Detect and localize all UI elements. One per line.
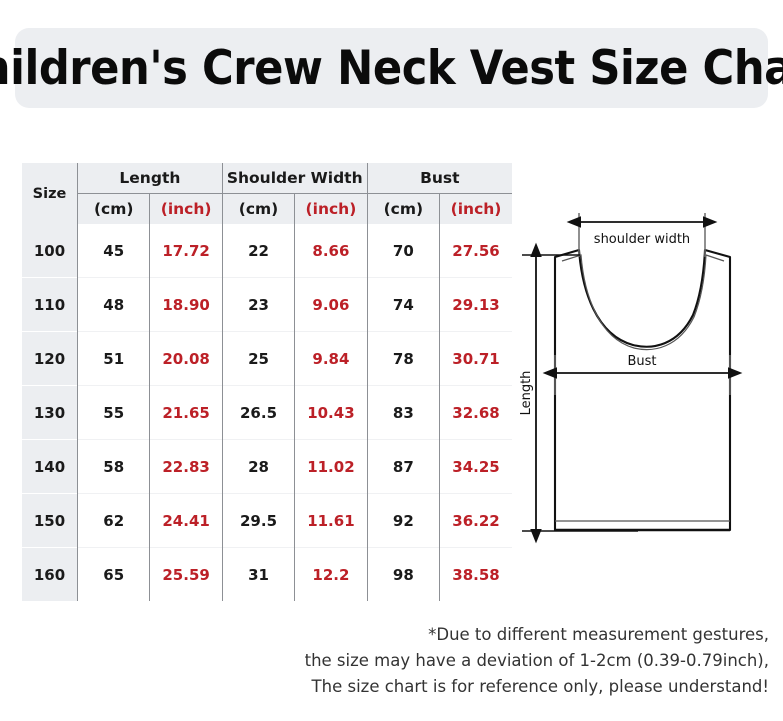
cell-size: 140 [22,439,78,494]
cell-bust-inch: 32.68 [439,385,512,440]
vest-measurement-diagram: shoulder width Bust Length [518,195,783,545]
cell-bust-inch: 34.25 [439,439,512,494]
cell-bust-cm: 98 [366,547,440,601]
table-row: 110 48 18.90 23 9.06 74 29.13 [22,277,512,332]
cell-length-cm: 48 [76,277,150,332]
table-row: 140 58 22.83 28 11.02 87 34.25 [22,439,512,494]
footnote-line-1: *Due to different measurement gestures, [428,625,769,644]
length-dimension: Length [519,242,638,544]
cell-bust-inch: 30.71 [439,331,512,386]
cell-length-inch: 20.08 [149,331,223,386]
cell-shoulder-cm: 26.5 [221,385,295,440]
cell-shoulder-inch: 9.06 [294,277,368,332]
cell-shoulder-cm: 31 [221,547,295,601]
unit-header-bust-inch: (inch) [439,193,512,224]
cell-bust-cm: 87 [366,439,440,494]
cell-shoulder-cm: 23 [221,277,295,332]
cell-bust-cm: 70 [366,224,440,278]
cell-shoulder-inch: 10.43 [294,385,368,440]
footnote-line-2: the size may have a deviation of 1-2cm (… [304,651,769,670]
cell-shoulder-inch: 11.02 [294,439,368,494]
cell-length-inch: 25.59 [149,547,223,601]
cell-bust-inch: 29.13 [439,277,512,332]
table-body: 100 45 17.72 22 8.66 70 27.56 110 48 18.… [22,224,512,601]
cell-bust-inch: 36.22 [439,493,512,548]
cell-bust-cm: 78 [366,331,440,386]
cell-shoulder-inch: 9.84 [294,331,368,386]
vest-outline-icon [553,248,732,532]
page-title: Children's Crew Neck Vest Size Chart [0,40,783,96]
header-row-units: (cm) (inch) (cm) (inch) (cm) (inch) [22,193,512,224]
unit-header-bust-cm: (cm) [366,193,440,224]
cell-shoulder-inch: 8.66 [294,224,368,278]
title-banner: Children's Crew Neck Vest Size Chart [0,28,783,108]
table-row: 100 45 17.72 22 8.66 70 27.56 [22,224,512,278]
table-header: Size Length Shoulder Width Bust (cm) (in… [22,163,512,224]
table-row: 160 65 25.59 31 12.2 98 38.58 [22,547,512,601]
cell-bust-inch: 27.56 [439,224,512,278]
cell-size: 100 [22,224,78,278]
cell-size: 110 [22,277,78,332]
column-header-size: Size [22,163,78,224]
cell-shoulder-cm: 25 [221,331,295,386]
cell-size: 130 [22,385,78,440]
column-header-shoulder-width: Shoulder Width [221,163,368,194]
cell-size: 160 [22,547,78,601]
shoulder-width-label: shoulder width [594,232,690,247]
footnote-line-3: The size chart is for reference only, pl… [311,677,769,696]
column-header-bust: Bust [366,163,512,194]
footnote-disclaimer: *Due to different measurement gestures, … [209,622,769,700]
unit-header-shoulder-inch: (inch) [294,193,368,224]
cell-shoulder-inch: 12.2 [294,547,368,601]
cell-bust-inch: 38.58 [439,547,512,601]
unit-header-length-cm: (cm) [76,193,150,224]
cell-size: 150 [22,493,78,548]
header-row-groups: Size Length Shoulder Width Bust [22,163,512,224]
cell-length-cm: 65 [76,547,150,601]
table-row: 150 62 24.41 29.5 11.61 92 36.22 [22,493,512,548]
cell-shoulder-cm: 29.5 [221,493,295,548]
cell-length-inch: 22.83 [149,439,223,494]
cell-bust-cm: 92 [366,493,440,548]
cell-bust-cm: 74 [366,277,440,332]
table-row: 130 55 21.65 26.5 10.43 83 32.68 [22,385,512,440]
cell-bust-cm: 83 [366,385,440,440]
cell-length-cm: 45 [76,224,150,278]
bust-label: Bust [627,354,656,369]
cell-shoulder-inch: 11.61 [294,493,368,548]
column-header-length: Length [77,163,223,194]
cell-length-inch: 18.90 [149,277,223,332]
cell-length-cm: 51 [76,331,150,386]
unit-header-shoulder-cm: (cm) [221,193,295,224]
cell-length-inch: 21.65 [149,385,223,440]
cell-length-inch: 17.72 [149,224,223,278]
cell-length-cm: 55 [76,385,150,440]
size-chart-table: Size Length Shoulder Width Bust (cm) (in… [22,163,512,601]
cell-shoulder-cm: 28 [221,439,295,494]
cell-length-inch: 24.41 [149,493,223,548]
length-label: Length [519,371,534,416]
bust-dimension: Bust [542,354,743,395]
cell-shoulder-cm: 22 [221,224,295,278]
shoulder-width-dimension: shoulder width [566,213,718,257]
cell-length-cm: 62 [76,493,150,548]
cell-length-cm: 58 [76,439,150,494]
unit-header-length-inch: (inch) [149,193,223,224]
table-row: 120 51 20.08 25 9.84 78 30.71 [22,331,512,386]
cell-size: 120 [22,331,78,386]
